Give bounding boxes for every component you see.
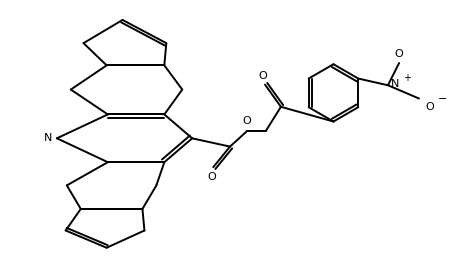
Text: O: O	[424, 102, 433, 113]
Text: O: O	[394, 49, 403, 59]
Text: O: O	[242, 116, 250, 126]
Text: +: +	[402, 73, 410, 84]
Text: N: N	[390, 79, 399, 89]
Text: O: O	[207, 172, 215, 182]
Text: O: O	[258, 70, 267, 81]
Text: N: N	[44, 133, 52, 143]
Text: −: −	[437, 94, 446, 104]
